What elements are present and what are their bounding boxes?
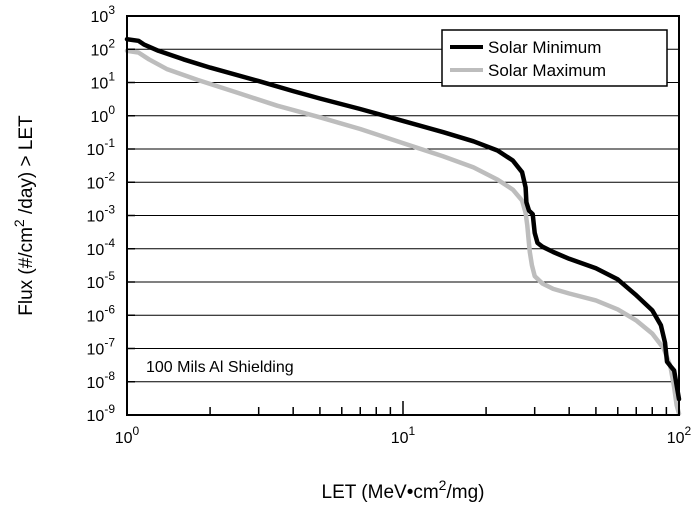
y-tick-label-base: 10 bbox=[87, 308, 105, 325]
legend-label-solar-minimum: Solar Minimum bbox=[488, 38, 601, 57]
y-tick-label-base: 10 bbox=[91, 9, 109, 26]
y-tick-label: 101 bbox=[91, 70, 116, 93]
x-tick-label-base: 10 bbox=[115, 430, 133, 447]
y-tick-label-base: 10 bbox=[87, 175, 105, 192]
y-tick-label-exp: 2 bbox=[108, 36, 115, 50]
y-tick-label: 10-8 bbox=[87, 369, 116, 392]
axis-ticks bbox=[126, 15, 680, 416]
x-tick-label: 101 bbox=[391, 424, 416, 447]
y-tick-labels: 10310210110010-110-210-310-410-510-610-7… bbox=[87, 3, 116, 425]
x-tick-label: 100 bbox=[115, 424, 140, 447]
y-tick-label: 10-1 bbox=[87, 136, 116, 159]
series-line-solar-minimum bbox=[124, 36, 682, 402]
y-tick-label-base: 10 bbox=[87, 242, 105, 259]
y-tick-label: 103 bbox=[91, 3, 116, 26]
y-tick-label: 10-4 bbox=[87, 236, 116, 259]
x-tick-label-exp: 0 bbox=[133, 424, 140, 438]
y-tick-label: 10-6 bbox=[87, 302, 116, 325]
y-tick-label-exp: 3 bbox=[108, 3, 115, 17]
x-tick-label-exp: 1 bbox=[409, 424, 416, 438]
y-tick-label: 10-2 bbox=[87, 169, 116, 192]
x-axis-label: LET (MeV•cm2/mg) bbox=[322, 477, 485, 503]
y-tick-label-exp: -2 bbox=[104, 169, 115, 183]
y-tick-label-exp: -5 bbox=[104, 269, 115, 283]
y-tick-label-base: 10 bbox=[87, 408, 105, 425]
gridlines bbox=[127, 48, 679, 383]
y-tick-label-exp: 1 bbox=[108, 70, 115, 84]
y-tick-label-base: 10 bbox=[91, 109, 109, 126]
y-axis-label: Flux (#/cm2 /day) > LET bbox=[11, 115, 37, 316]
y-tick-label: 10-3 bbox=[87, 203, 116, 226]
y-tick-label-base: 10 bbox=[91, 76, 109, 93]
legend: Solar Minimum Solar Maximum bbox=[441, 29, 668, 87]
legend-label-solar-maximum: Solar Maximum bbox=[488, 61, 606, 80]
y-tick-label-exp: -1 bbox=[104, 136, 115, 150]
y-tick-label: 10-7 bbox=[87, 336, 116, 359]
series-lines bbox=[124, 36, 682, 416]
y-tick-label-exp: -8 bbox=[104, 369, 115, 383]
y-tick-label: 100 bbox=[91, 103, 116, 126]
y-tick-label-exp: -7 bbox=[104, 336, 115, 350]
y-tick-label-base: 10 bbox=[91, 42, 109, 59]
y-tick-label: 10-5 bbox=[87, 269, 116, 292]
series-line-solar-maximum bbox=[124, 48, 682, 416]
y-tick-label-exp: -9 bbox=[104, 402, 115, 416]
y-tick-label: 10-9 bbox=[87, 402, 116, 425]
x-tick-label-base: 10 bbox=[391, 430, 409, 447]
y-tick-label-exp: 0 bbox=[108, 103, 115, 117]
y-tick-label-base: 10 bbox=[87, 375, 105, 392]
y-tick-label-base: 10 bbox=[87, 209, 105, 226]
y-tick-label: 102 bbox=[91, 36, 116, 59]
y-tick-label-base: 10 bbox=[87, 342, 105, 359]
y-tick-label-exp: -4 bbox=[104, 236, 115, 250]
shielding-annotation: 100 Mils Al Shielding bbox=[146, 359, 294, 376]
x-tick-labels: 100 101 102 bbox=[115, 424, 691, 447]
x-tick-label: 102 bbox=[667, 424, 691, 447]
y-tick-label-exp: -6 bbox=[104, 302, 115, 316]
x-tick-label-base: 10 bbox=[667, 430, 685, 447]
y-tick-label-exp: -3 bbox=[104, 203, 115, 217]
x-tick-label-exp: 2 bbox=[685, 424, 691, 438]
y-tick-label-base: 10 bbox=[87, 142, 105, 159]
legend-box bbox=[441, 29, 668, 87]
y-tick-label-base: 10 bbox=[87, 275, 105, 292]
